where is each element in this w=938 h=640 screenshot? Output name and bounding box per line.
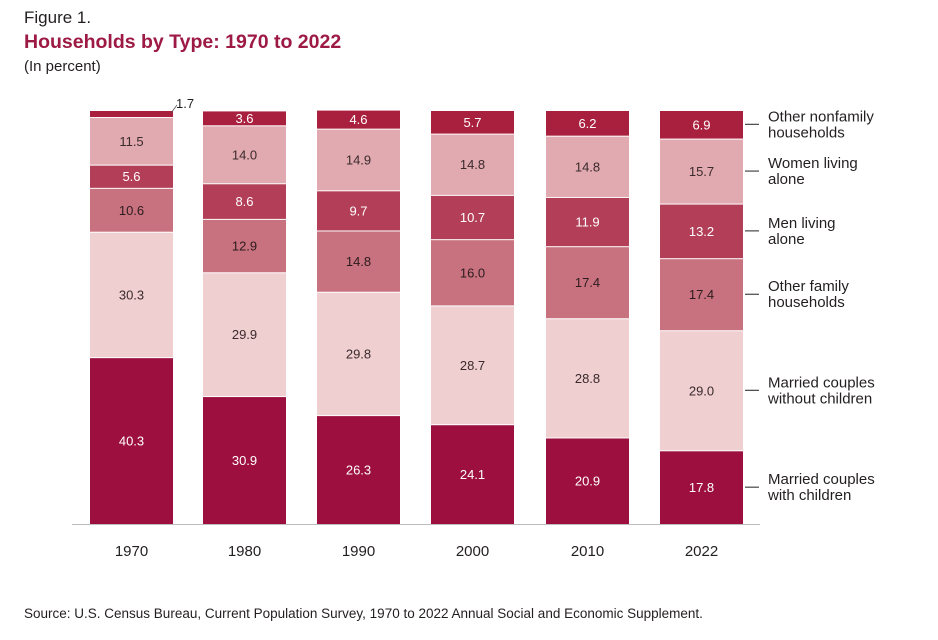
bar-segment-2010-1: [546, 319, 629, 438]
bar-segment-2022-4: [660, 139, 743, 204]
data-label: 14.9: [346, 152, 371, 167]
bar-segment-1990-0: [317, 416, 400, 524]
data-label: 30.9: [232, 453, 257, 468]
data-label: 30.3: [119, 287, 144, 302]
x-tick-label: 2000: [456, 543, 489, 560]
bar-segment-1990-5: [317, 110, 400, 129]
bar-segment-2000-2: [431, 240, 514, 306]
data-label: 10.6: [119, 203, 144, 218]
data-label: 14.8: [575, 159, 600, 174]
bar-segment-2022-3: [660, 204, 743, 259]
legend-label: Men living alone: [768, 215, 836, 248]
chart-title: Households by Type: 1970 to 2022: [24, 31, 342, 53]
legend-label: Other nonfamily households: [768, 108, 874, 141]
data-label: 26.3: [346, 463, 371, 478]
x-tick-label: 2010: [571, 543, 604, 560]
bar-segment-1980-5: [203, 111, 286, 126]
data-label: 14.8: [460, 157, 485, 172]
x-tick-label: 1990: [342, 543, 375, 560]
bar-segment-1980-3: [203, 184, 286, 219]
data-label: 15.7: [689, 164, 714, 179]
data-label: 4.6: [349, 112, 367, 127]
bar-segment-2010-3: [546, 197, 629, 247]
legend-label: Married couples with children: [767, 471, 875, 504]
legend-label: Other family households: [768, 278, 849, 311]
data-label: 8.6: [235, 194, 253, 209]
x-tick-label: 1980: [228, 543, 261, 560]
bar-segment-2000-5: [431, 111, 514, 134]
bar-segment-1970-4: [90, 118, 173, 165]
data-label: 5.6: [122, 169, 140, 184]
data-label: 5.7: [463, 115, 481, 130]
bar-segment-2000-4: [431, 134, 514, 195]
bar-segment-2022-0: [660, 451, 743, 524]
legend-label: Women living alone: [768, 155, 858, 188]
bar-segment-1990-1: [317, 292, 400, 416]
bar-segment-2000-1: [431, 306, 514, 425]
bar-segment-2022-5: [660, 111, 743, 139]
data-label: 10.7: [460, 210, 485, 225]
chart-subtitle: (In percent): [24, 58, 101, 75]
bar-segment-2010-5: [546, 111, 629, 136]
bar-segment-1990-2: [317, 231, 400, 292]
data-label: 17.4: [575, 275, 600, 290]
data-label: 29.8: [346, 346, 371, 361]
data-label: 29.9: [232, 327, 257, 342]
data-label: 11.5: [119, 134, 143, 149]
data-label: 17.8: [689, 480, 714, 495]
figure-label: Figure 1.: [24, 8, 92, 27]
bar-segment-1980-0: [203, 397, 286, 524]
data-label: 1.7: [176, 96, 194, 111]
bar-segment-2010-2: [546, 247, 629, 319]
bar-segment-1980-2: [203, 219, 286, 273]
data-label: 16.0: [460, 265, 485, 280]
bar-segment-1980-4: [203, 126, 286, 184]
x-tick-label: 2022: [685, 543, 718, 560]
data-label: 20.9: [575, 474, 600, 489]
data-label: 24.1: [460, 467, 485, 482]
bar-segment-1990-4: [317, 129, 400, 191]
data-label: 28.7: [460, 358, 485, 373]
legend-label: Married couples without children: [767, 374, 875, 407]
bar-segment-2000-0: [431, 425, 514, 524]
data-label: 40.3: [119, 434, 144, 449]
data-label: 14.8: [346, 254, 371, 269]
data-label: 13.2: [689, 224, 714, 239]
data-label: 17.4: [689, 287, 714, 302]
data-label-leader: [170, 104, 178, 114]
data-label: 3.6: [235, 111, 253, 126]
bar-segment-2022-2: [660, 259, 743, 331]
data-label: 14.0: [232, 147, 257, 162]
bar-segment-1970-2: [90, 188, 173, 232]
bar-segment-1980-1: [203, 273, 286, 397]
data-label: 29.0: [689, 383, 714, 398]
data-label: 12.9: [232, 239, 257, 254]
data-label: 28.8: [575, 371, 600, 386]
data-label: 6.9: [692, 117, 710, 132]
data-label: 6.2: [578, 116, 596, 131]
source-note: Source: U.S. Census Bureau, Current Popu…: [24, 606, 703, 621]
bar-segment-1970-5: [90, 111, 173, 118]
bar-segment-1970-0: [90, 358, 173, 524]
bar-segment-1990-3: [317, 191, 400, 231]
bar-segment-2010-0: [546, 438, 629, 524]
data-label: 9.7: [349, 203, 367, 218]
bar-segment-2022-1: [660, 331, 743, 451]
bar-segment-2010-4: [546, 136, 629, 197]
bar-segment-1970-1: [90, 232, 173, 358]
bar-segment-2000-3: [431, 195, 514, 240]
stacked-bar-chart: 1970 1980 1990 2000 2010 2022 40.3 30.3 10.6 5.6 1…: [72, 96, 875, 560]
x-tick-label: 1970: [115, 543, 148, 560]
bar-segment-1970-3: [90, 165, 173, 188]
data-label: 11.9: [575, 215, 599, 230]
